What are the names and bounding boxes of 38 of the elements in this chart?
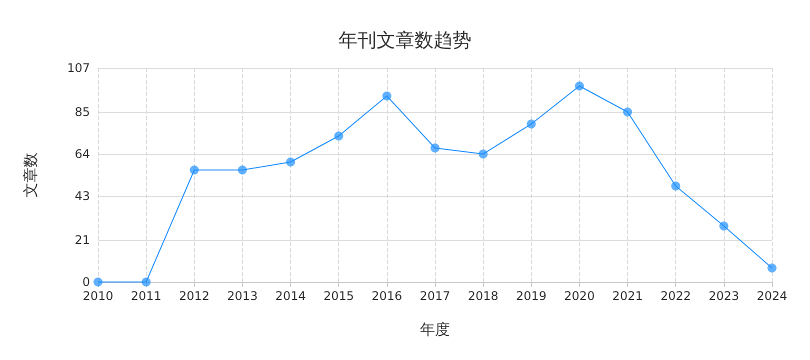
y-tick-label: 43 — [74, 189, 90, 203]
point — [574, 82, 584, 90]
point — [526, 120, 536, 128]
point — [190, 166, 199, 174]
point — [142, 278, 151, 286]
chart-title: 年刊文章数趋势 — [338, 30, 472, 52]
x-tick-label: 2021 — [612, 289, 643, 303]
point — [768, 264, 776, 272]
point — [623, 108, 632, 116]
x-tick-label: 2019 — [516, 289, 547, 303]
x-axis-title: 年度 — [420, 320, 450, 338]
point — [382, 92, 392, 100]
point — [334, 132, 344, 140]
x-tick-label: 2013 — [227, 289, 258, 303]
point — [478, 150, 488, 158]
x-tick-label: 2017 — [420, 289, 450, 303]
x-tick-label: 2014 — [275, 289, 306, 303]
x-tick-label: 2020 — [564, 289, 595, 303]
x-tick-label: 2018 — [468, 289, 498, 303]
x-tick-label: 2010 — [82, 289, 114, 303]
point — [430, 144, 440, 152]
point — [286, 158, 296, 166]
y-tick-label: 0 — [82, 275, 90, 289]
point — [238, 166, 247, 174]
x-tick-label: 2024 — [756, 289, 788, 303]
x-tick-label: 2011 — [130, 289, 162, 303]
x-tick-label: 2015 — [323, 289, 354, 303]
x-tick-label: 2023 — [708, 289, 740, 303]
point — [671, 182, 680, 190]
point — [719, 222, 728, 230]
y-axis-title: 文章数 — [22, 152, 40, 198]
y-tick-label: 21 — [74, 233, 90, 247]
x-tick-label: 2022 — [660, 289, 691, 303]
x-tick-label: 2012 — [179, 289, 210, 303]
x-tick-label: 2016 — [372, 289, 402, 303]
y-tick-label: 107 — [67, 61, 90, 75]
y-tick-label: 64 — [74, 147, 90, 161]
y-tick-label: 85 — [74, 105, 90, 119]
